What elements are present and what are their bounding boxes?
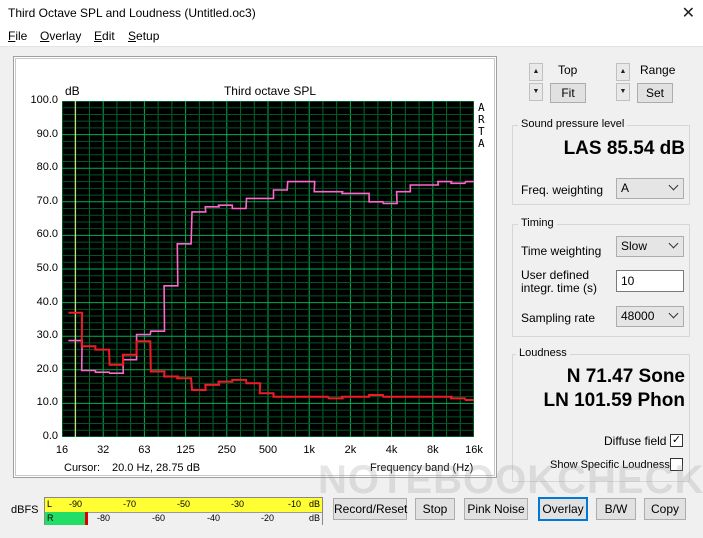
integr-time-label-line1: User defined [521, 268, 590, 282]
plot-title: Third octave SPL [223, 84, 317, 98]
fit-button[interactable]: Fit [550, 83, 586, 103]
set-button[interactable]: Set [637, 83, 673, 103]
series-line-1 [68, 180, 474, 374]
diffuse-field-label: Diffuse field [604, 434, 667, 448]
top-up-button[interactable]: ▲ [529, 63, 543, 81]
stop-button[interactable]: Stop [415, 498, 455, 520]
title-bar: Third Octave SPL and Loudness (Untitled.… [0, 0, 703, 27]
arta-letter: A [478, 101, 485, 114]
x-tick-label: 8k [426, 444, 439, 456]
meter-right-peak [85, 512, 88, 525]
meter-tick: -60 [152, 513, 166, 523]
integr-time-label-line2: integr. time (s) [521, 281, 598, 295]
spl-chart[interactable] [62, 101, 474, 437]
meter-tick: -80 [97, 513, 111, 523]
bw-button[interactable]: B/W [596, 498, 636, 520]
y-tick-label: 100.0 [30, 94, 58, 106]
window-title: Third Octave SPL and Loudness (Untitled.… [8, 6, 256, 20]
chevron-down-icon [668, 180, 679, 191]
range-label: Range [640, 63, 676, 77]
meter-tick: -20 [261, 513, 275, 523]
y-tick-label: 50.0 [36, 262, 58, 274]
copy-button[interactable]: Copy [644, 498, 686, 520]
meter-tick: -30 [231, 499, 245, 509]
y-tick-label: 80.0 [36, 161, 58, 174]
y-unit-label: dB [65, 84, 80, 98]
meter-right-fill [45, 512, 85, 525]
overlay-button[interactable]: Overlay [538, 497, 588, 521]
x-tick-label: 16 [55, 444, 69, 456]
meter-tick: dB [309, 499, 321, 509]
x-tick-label: 16k [465, 444, 483, 456]
freq-weighting-select[interactable]: A [616, 178, 684, 199]
close-icon[interactable]: ✕ [681, 5, 695, 22]
spl-value: LAS 85.54 dB [563, 138, 685, 159]
x-tick-label: 32 [97, 444, 110, 456]
range-down-button[interactable]: ▼ [616, 83, 630, 101]
y-tick-label: 20.0 [36, 362, 58, 375]
loudness-phon-value: LN 101.59 Phon [543, 390, 686, 411]
show-specific-loudness-checkbox[interactable] [670, 458, 683, 471]
top-down-button[interactable]: ▼ [529, 83, 543, 101]
x-tick-label: 250 [217, 444, 236, 456]
y-tick-label: 10.0 [36, 396, 58, 409]
x-tick-label: 125 [176, 444, 195, 456]
meter-tick: -70 [123, 499, 137, 509]
pink-noise-button[interactable]: Pink Noise [464, 498, 528, 520]
time-weighting-label: Time weighting [521, 244, 602, 258]
series-line-2 [68, 311, 474, 401]
sampling-rate-label: Sampling rate [521, 311, 596, 325]
meter-left-channel: L [47, 499, 53, 509]
timing-group-label: Timing [518, 217, 557, 229]
meter-label: dBFS [11, 504, 39, 516]
meter-tick: -40 [207, 513, 221, 523]
menu-overlay[interactable]: Overlay [40, 29, 82, 43]
arta-letter: A [478, 137, 485, 150]
menu-edit[interactable]: Edit [94, 29, 115, 43]
x-tick-label: 500 [258, 444, 278, 456]
range-up-button[interactable]: ▲ [616, 63, 630, 81]
cursor-label: Cursor: [64, 462, 101, 474]
sampling-rate-select[interactable]: 48000 [616, 306, 684, 327]
y-tick-label: 40.0 [36, 295, 58, 308]
x-axis-label: Frequency band (Hz) [370, 462, 474, 474]
freq-weighting-label: Freq. weighting [521, 183, 604, 197]
meter-right-channel: R [47, 513, 54, 523]
time-weighting-select[interactable]: Slow [616, 236, 684, 257]
timing-group [512, 224, 690, 337]
watermark-logo: NOTEBOOKCHECK [318, 458, 703, 502]
y-tick-label: 60.0 [36, 228, 58, 241]
chevron-down-icon [668, 238, 679, 249]
y-tick-label: 30.0 [36, 329, 58, 342]
diffuse-field-checkbox[interactable]: ✓ [670, 434, 683, 447]
y-tick-label: 0.0 [42, 430, 58, 442]
meter-tick: -10 [288, 499, 302, 509]
menu-setup[interactable]: Setup [128, 29, 160, 43]
x-tick-label: 1k [303, 444, 315, 456]
x-tick-label: 4k [385, 444, 398, 456]
loudness-sone-value: N 71.47 Sone [566, 366, 685, 387]
top-label: Top [558, 63, 578, 77]
integr-time-input[interactable]: 10 [616, 270, 684, 292]
y-tick-label: 70.0 [36, 194, 58, 207]
arta-letter: R [478, 113, 485, 126]
x-tick-label: 2k [344, 444, 357, 456]
menu-bar: File Overlay Edit Setup [0, 27, 703, 47]
loudness-group-label: Loudness [516, 347, 570, 359]
record-reset-button[interactable]: Record/Reset [333, 498, 407, 520]
chevron-down-icon [668, 308, 679, 319]
spl-group-label: Sound pressure level [518, 118, 628, 130]
cursor-readout: 20.0 Hz, 28.75 dB [112, 462, 201, 474]
loudness-group [512, 354, 690, 482]
show-specific-loudness-label: Show Specific Loudness [550, 459, 670, 471]
meter-tick: -50 [177, 499, 191, 509]
menu-file[interactable]: File [8, 29, 28, 43]
meter-tick: -90 [69, 499, 83, 509]
x-tick-label: 63 [138, 444, 151, 456]
meter-tick: dB [309, 513, 321, 523]
level-meter: L R -90 -70 -50 -30 -10 dB -80 -60 -40 -… [44, 497, 323, 526]
y-tick-label: 90.0 [36, 127, 58, 140]
arta-letter: T [478, 125, 485, 138]
